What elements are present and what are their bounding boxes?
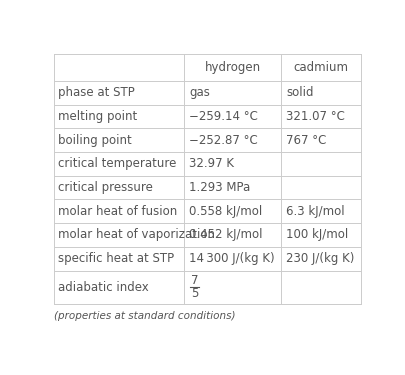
Text: molar heat of fusion: molar heat of fusion <box>58 205 178 218</box>
Text: 7: 7 <box>191 274 198 287</box>
Text: 14 300 J/(kg K): 14 300 J/(kg K) <box>189 252 275 265</box>
Text: gas: gas <box>189 86 210 99</box>
Text: 767 °C: 767 °C <box>286 134 326 147</box>
Text: solid: solid <box>286 86 313 99</box>
Text: 5: 5 <box>191 287 198 300</box>
Text: 100 kJ/mol: 100 kJ/mol <box>286 228 348 242</box>
Text: −252.87 °C: −252.87 °C <box>189 134 258 147</box>
Text: 321.07 °C: 321.07 °C <box>286 110 345 123</box>
Text: phase at STP: phase at STP <box>58 86 135 99</box>
Text: 230 J/(kg K): 230 J/(kg K) <box>286 252 354 265</box>
Text: (properties at standard conditions): (properties at standard conditions) <box>54 311 235 321</box>
Text: −259.14 °C: −259.14 °C <box>189 110 258 123</box>
Text: critical temperature: critical temperature <box>58 158 177 171</box>
Text: boiling point: boiling point <box>58 134 132 147</box>
Text: hydrogen: hydrogen <box>205 61 261 74</box>
Text: critical pressure: critical pressure <box>58 181 153 194</box>
Text: 1.293 MPa: 1.293 MPa <box>189 181 250 194</box>
Text: cadmium: cadmium <box>294 61 349 74</box>
Text: melting point: melting point <box>58 110 138 123</box>
Text: 0.558 kJ/mol: 0.558 kJ/mol <box>189 205 262 218</box>
Text: molar heat of vaporization: molar heat of vaporization <box>58 228 215 242</box>
Text: specific heat at STP: specific heat at STP <box>58 252 175 265</box>
Text: 0.452 kJ/mol: 0.452 kJ/mol <box>189 228 263 242</box>
Text: 32.97 K: 32.97 K <box>189 158 234 171</box>
Text: 6.3 kJ/mol: 6.3 kJ/mol <box>286 205 345 218</box>
Text: adiabatic index: adiabatic index <box>58 280 149 294</box>
